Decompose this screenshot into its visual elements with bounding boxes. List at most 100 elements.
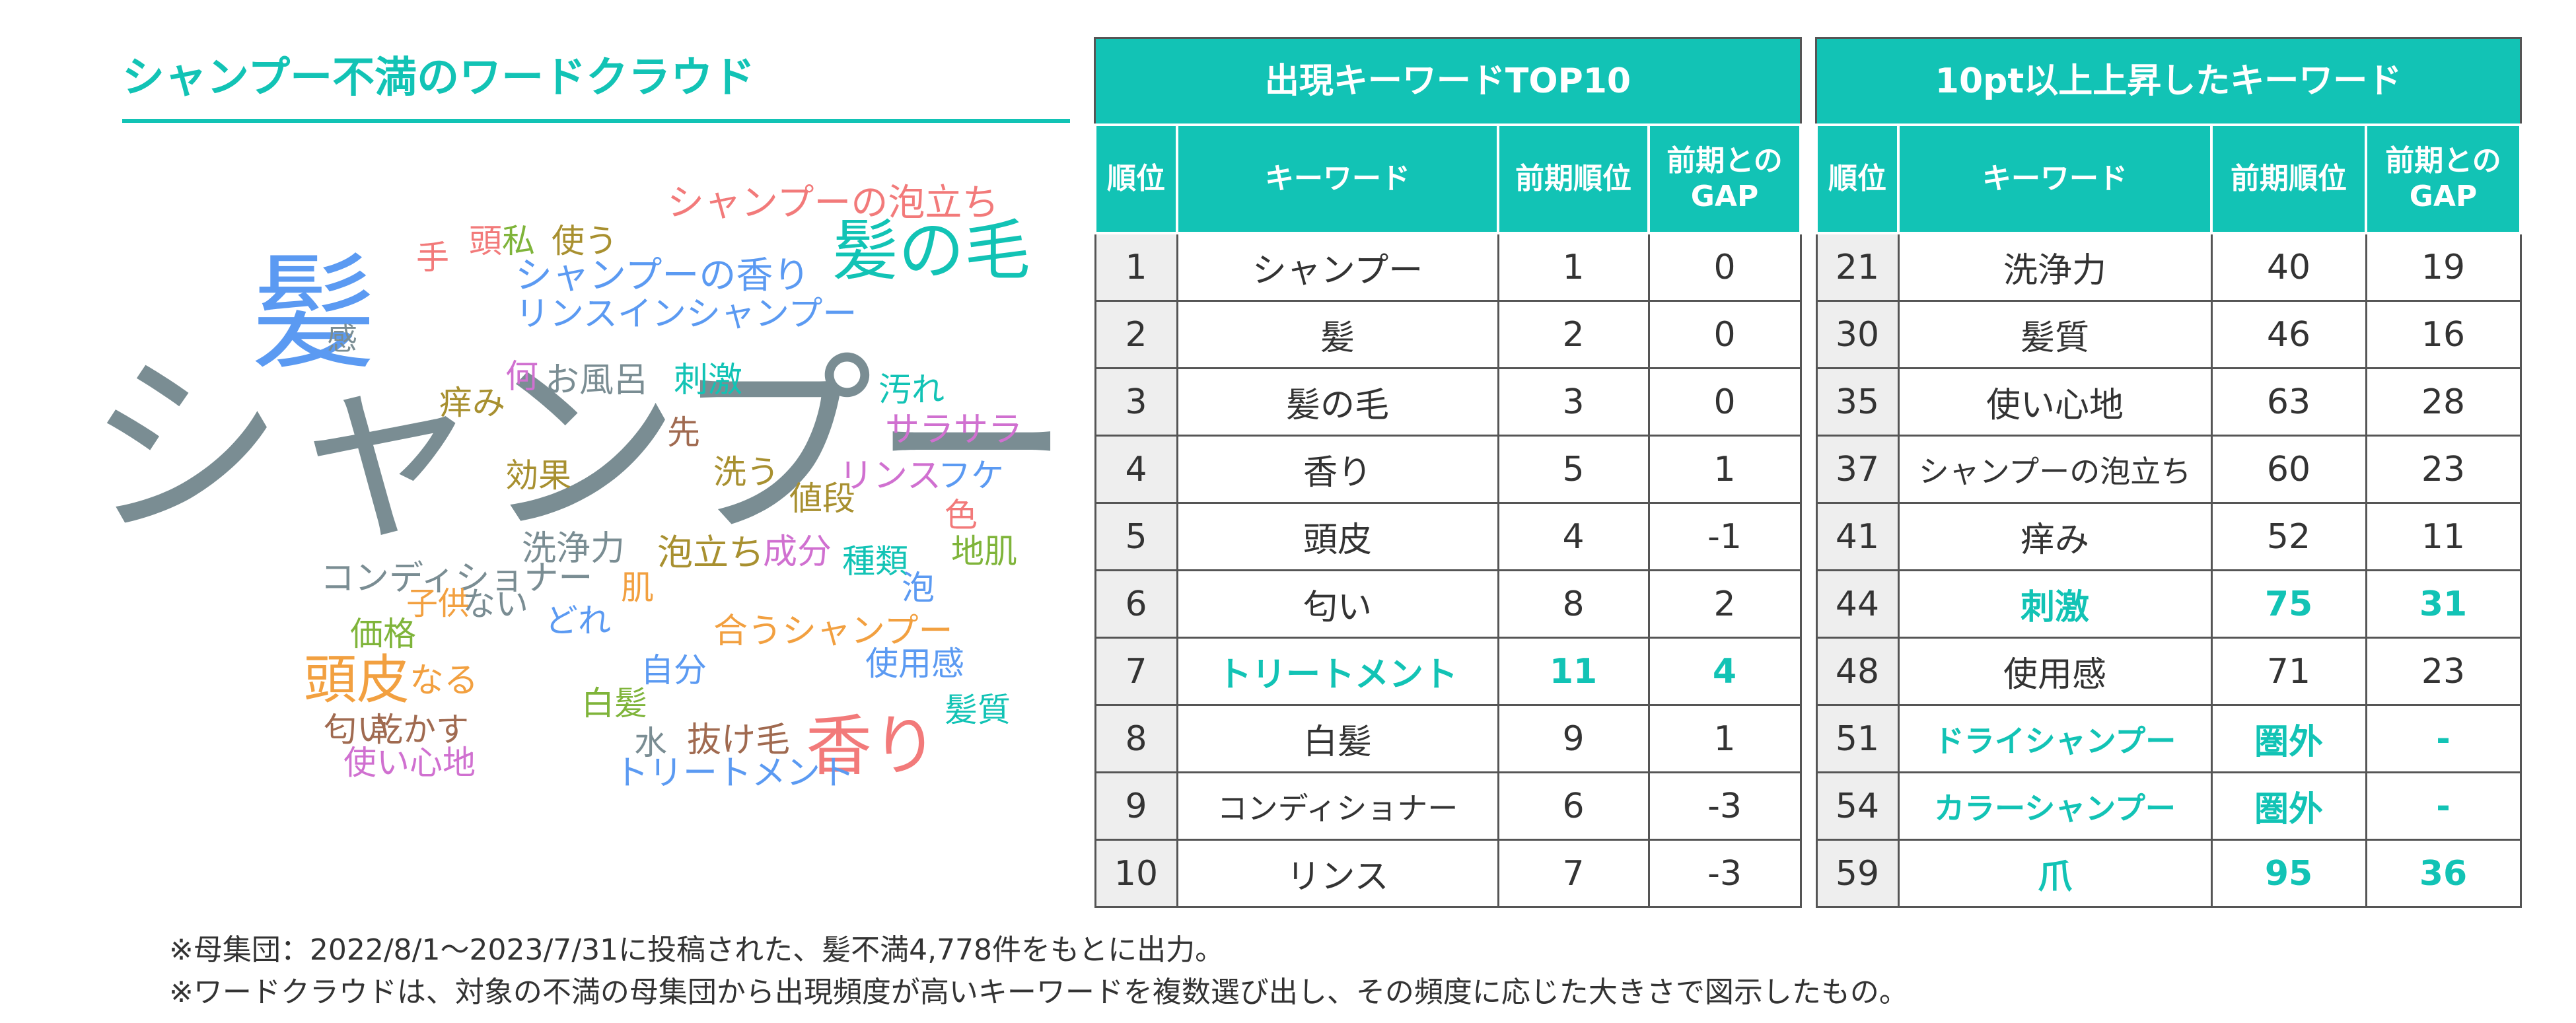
gap-cell: 36 [2365, 839, 2522, 908]
header-prev-rank: 前期順位 [2210, 123, 2367, 234]
keyword-cell: ドライシャンプー [1897, 704, 2213, 773]
table-row: 7 トリートメント 11 4 [1094, 637, 1802, 706]
gap-cell: 4 [1647, 637, 1802, 706]
top10-header-row: 順位 キーワード 前期順位 前期との GAP [1094, 123, 1802, 234]
cloud-word: 成分 [763, 532, 832, 572]
gap-cell: - [2365, 771, 2522, 841]
cloud-word: 効果 [505, 456, 571, 495]
rising-title: 10pt以上上昇したキーワード [1815, 37, 2522, 123]
rank-cell: 51 [1815, 704, 1900, 773]
cloud-word: 手 [416, 238, 449, 277]
cloud-word: 種類 [842, 542, 908, 581]
prev-rank-cell: 46 [2210, 300, 2367, 369]
keyword-cell: リンス [1176, 839, 1499, 908]
prev-rank-cell: 5 [1497, 435, 1650, 504]
gap-cell: 0 [1647, 300, 1802, 369]
cloud-word: 匂い [324, 711, 390, 749]
keyword-cell: コンディショナー [1176, 771, 1499, 841]
gap-cell: 1 [1647, 435, 1802, 504]
table-row: 35 使い心地 63 28 [1815, 367, 2522, 437]
cloud-word: 乾かす [370, 711, 469, 749]
prev-rank-cell: 6 [1497, 771, 1650, 841]
keyword-cell: 痒み [1897, 502, 2213, 571]
cloud-word: 抜け毛 [687, 721, 791, 760]
table-row: 1 シャンプー 1 0 [1094, 232, 1802, 302]
cloud-word: 値段 [789, 479, 855, 518]
rank-cell: 35 [1815, 367, 1900, 437]
table-row: 4 香り 5 1 [1094, 435, 1802, 504]
table-row: 51 ドライシャンプー 圏外 - [1815, 704, 2522, 773]
prev-rank-cell: 63 [2210, 367, 2367, 437]
table-row: 37 シャンプーの泡立ち 60 23 [1815, 435, 2522, 504]
gap-cell: 16 [2365, 300, 2522, 369]
rank-cell: 41 [1815, 502, 1900, 571]
cloud-word: 使う [552, 222, 618, 260]
gap-cell: 19 [2365, 232, 2522, 302]
gap-cell: -3 [1647, 839, 1802, 908]
gap-cell: 2 [1647, 569, 1802, 639]
keyword-cell: シャンプー [1176, 232, 1499, 302]
rank-cell: 44 [1815, 569, 1900, 639]
cloud-word: 髪 [251, 240, 377, 386]
header-rank: 順位 [1094, 123, 1178, 234]
table-row: 30 髪質 46 16 [1815, 300, 2522, 369]
table-row: 10 リンス 7 -3 [1094, 839, 1802, 908]
cloud-word: 先 [667, 413, 700, 452]
keyword-cell: シャンプーの泡立ち [1897, 435, 2213, 504]
keyword-cell: トリートメント [1176, 637, 1499, 706]
header-keyword: キーワード [1897, 123, 2213, 234]
cloud-word: 汚れ [878, 370, 945, 409]
cloud-word: フケ [938, 456, 1004, 495]
prev-rank-cell: 圏外 [2210, 704, 2367, 773]
rank-cell: 2 [1094, 300, 1178, 369]
cloud-word: 私 [502, 222, 535, 260]
gap-cell: 31 [2365, 569, 2522, 639]
cloud-word: リンス [839, 456, 941, 496]
gap-cell: -1 [1647, 502, 1802, 571]
cloud-word: 価格 [350, 615, 416, 653]
gap-cell: 23 [2365, 637, 2522, 706]
cloud-word: 洗浄力 [522, 529, 626, 569]
rank-cell: 54 [1815, 771, 1900, 841]
prev-rank-cell: 60 [2210, 435, 2367, 504]
table-row: 3 髪の毛 3 0 [1094, 367, 1802, 437]
keyword-cell: 刺激 [1897, 569, 2213, 639]
keyword-cell: 白髪 [1176, 704, 1499, 773]
cloud-word: シャンプーの香り [515, 254, 810, 297]
keyword-cell: 髪質 [1897, 300, 2213, 369]
cloud-word: トリートメント [614, 754, 855, 793]
cloud-word: シャンプー [86, 334, 1071, 564]
prev-rank-cell: 8 [1497, 569, 1650, 639]
cloud-word: 頭皮 [304, 649, 410, 711]
cloud-word: 使用感 [865, 645, 964, 683]
wordcloud-title: シャンプー不満のワードクラウド [122, 53, 756, 102]
footnote-population: ※母集団：2022/8/1～2023/7/31に投稿された、髪不満4,778件を… [169, 933, 1225, 967]
keyword-cell: 頭皮 [1176, 502, 1499, 571]
title-underline [122, 119, 1070, 123]
keyword-cell: 使い心地 [1897, 367, 2213, 437]
rank-cell: 8 [1094, 704, 1178, 773]
top10-table: 出現キーワードTOP10 順位 キーワード 前期順位 前期との GAP 1 シャンプ… [1094, 37, 1802, 908]
prev-rank-cell: 1 [1497, 232, 1650, 302]
cloud-word: サラサラ [885, 410, 1023, 450]
gap-cell: - [2365, 704, 2522, 773]
prev-rank-cell: 圏外 [2210, 771, 2367, 841]
table-row: 8 白髪 9 1 [1094, 704, 1802, 773]
cloud-word: 白髪 [581, 684, 647, 723]
prev-rank-cell: 95 [2210, 839, 2367, 908]
cloud-word: 泡 [902, 569, 935, 607]
gap-cell: 28 [2365, 367, 2522, 437]
cloud-word: シャンプーの泡立ち [667, 182, 999, 225]
top10-body: 1 シャンプー 1 0 2 髪 2 0 3 髪の毛 3 0 4 香り 5 1 5 頭皮 4 -1 6 匂い 8 2 7 トリートメ… [1094, 232, 1802, 908]
rank-cell: 3 [1094, 367, 1178, 437]
cloud-word: 泡立ち [657, 532, 764, 573]
cloud-word: ない [462, 585, 528, 623]
rank-cell: 9 [1094, 771, 1178, 841]
prev-rank-cell: 2 [1497, 300, 1650, 369]
rank-cell: 48 [1815, 637, 1900, 706]
rising-header-row: 順位 キーワード 前期順位 前期との GAP [1815, 123, 2522, 234]
rank-cell: 5 [1094, 502, 1178, 571]
cloud-word: 何 [505, 357, 538, 396]
table-row: 6 匂い 8 2 [1094, 569, 1802, 639]
